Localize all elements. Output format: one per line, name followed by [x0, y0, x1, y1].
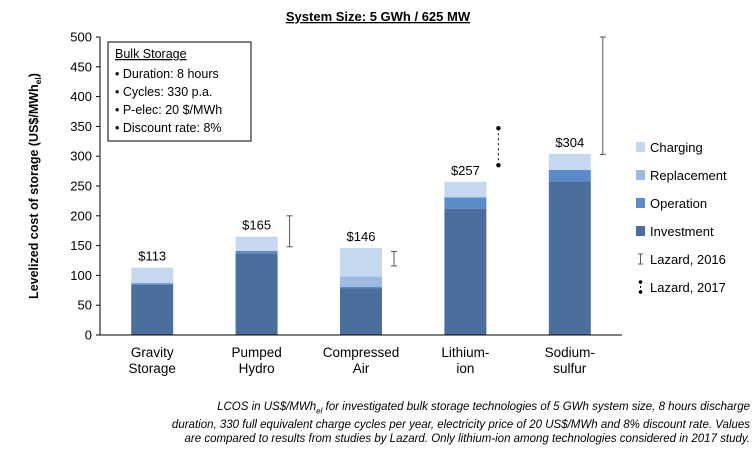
assumption-item: • Duration: 8 hours	[115, 67, 219, 81]
assumptions-box-frame	[107, 41, 252, 142]
legend-swatch	[636, 198, 645, 208]
bar-total-label: $257	[451, 163, 480, 178]
bar-charging	[548, 153, 591, 170]
bar-operation	[444, 197, 487, 209]
legend-swatch	[636, 170, 645, 180]
bar-total-label: $113	[138, 249, 166, 264]
figure-caption: LCOS in US$/MWhel for investigated bulk …	[6, 400, 750, 446]
caption-line-1-sub: el	[316, 406, 323, 416]
x-tick-label: Compressed	[323, 345, 400, 360]
caption-line-1: LCOS in US$/MWhel for investigated bulk …	[6, 400, 750, 418]
legend-label: Replacement	[650, 168, 727, 183]
y-tick-label: 400	[70, 89, 92, 104]
y-axis-label-main: Levelized cost of storage (US$/MWh	[27, 84, 41, 299]
x-tick-label: ion	[456, 361, 474, 376]
caption-line-1-start: LCOS in US$/MWh	[217, 401, 317, 413]
legend-label: Investment	[650, 224, 714, 239]
assumption-item: • Discount rate: 8%	[115, 121, 222, 135]
bar-operation	[548, 169, 591, 182]
y-tick-label: 150	[70, 238, 92, 253]
lazard-2017-dot-high	[496, 125, 501, 131]
y-tick-label: 350	[70, 119, 92, 134]
bar-total-label: $304	[555, 135, 584, 150]
lazard-2017-dot-low	[496, 162, 501, 168]
bar-investment	[444, 208, 487, 335]
assumptions-box: Bulk Storage • Duration: 8 hours • Cycle…	[107, 41, 252, 142]
y-axis-label-sub: el	[33, 77, 43, 84]
caption-line-3: are compared to results from studies by …	[184, 433, 751, 446]
bar-charging	[340, 247, 382, 277]
bar-investment	[340, 288, 382, 335]
legend-label: Lazard, 2016	[650, 252, 726, 267]
bar-charging	[235, 236, 278, 251]
assumptions-title: Bulk Storage	[115, 47, 187, 61]
y-tick-label: 100	[70, 268, 92, 283]
caption-line-2: duration, 330 full equivalent charge cyc…	[171, 419, 750, 432]
x-tick-label: Storage	[129, 361, 176, 376]
bar-investment	[235, 253, 278, 335]
chart-title: System Size: 5 GWh / 625 MW	[286, 9, 471, 24]
y-axis-label: Levelized cost of storage (US$/MWhel)	[27, 73, 43, 299]
legend-label: Operation	[650, 196, 707, 211]
x-tick-label: Hydro	[239, 361, 275, 376]
bar-operation	[340, 286, 382, 289]
legend: Charging Replacement Operation Investment La…	[636, 140, 727, 295]
y-tick-label: 50	[78, 298, 92, 313]
x-tick-label: sulfur	[553, 361, 587, 376]
legend-label: Charging	[650, 140, 703, 155]
y-tick-label: 300	[70, 149, 92, 164]
bar-charging	[131, 267, 174, 284]
y-tick-label: 250	[70, 179, 92, 194]
bar-total-label: $165	[242, 218, 271, 233]
x-tick-label: Air	[353, 361, 370, 376]
legend-range-2017-dot	[638, 290, 643, 294]
y-tick-label: 500	[70, 30, 92, 45]
chart: System Size: 5 GWh / 625 MW Levelized co…	[27, 9, 727, 376]
x-tick-label: Lithium-	[441, 345, 489, 360]
y-tick-label: 450	[70, 59, 92, 74]
x-tick-label: Pumped	[231, 345, 281, 360]
x-tick-label: Gravity	[131, 345, 174, 360]
bar-investment	[131, 284, 174, 335]
assumption-item: • Cycles: 330 p.a.	[115, 85, 212, 99]
bar-operation	[131, 283, 174, 285]
bar-charging	[444, 181, 487, 198]
x-tick-label: Sodium-	[545, 345, 595, 360]
y-tick-label: 200	[70, 208, 92, 223]
y-axis-label-close: )	[27, 73, 41, 77]
bar-replacement	[340, 276, 382, 287]
y-tick-label: 0	[85, 328, 92, 343]
legend-label: Lazard, 2017	[650, 280, 726, 295]
assumption-item: • P-elec: 20 $/MWh	[115, 103, 222, 117]
bar-total-label: $146	[347, 229, 376, 244]
bar-investment	[548, 181, 591, 335]
legend-range-2017-dot	[638, 280, 643, 284]
caption-line-1-end: for investigated bulk storage technologi…	[322, 401, 750, 413]
bar-operation	[235, 250, 278, 254]
legend-swatch	[636, 226, 645, 236]
legend-swatch	[636, 142, 645, 152]
